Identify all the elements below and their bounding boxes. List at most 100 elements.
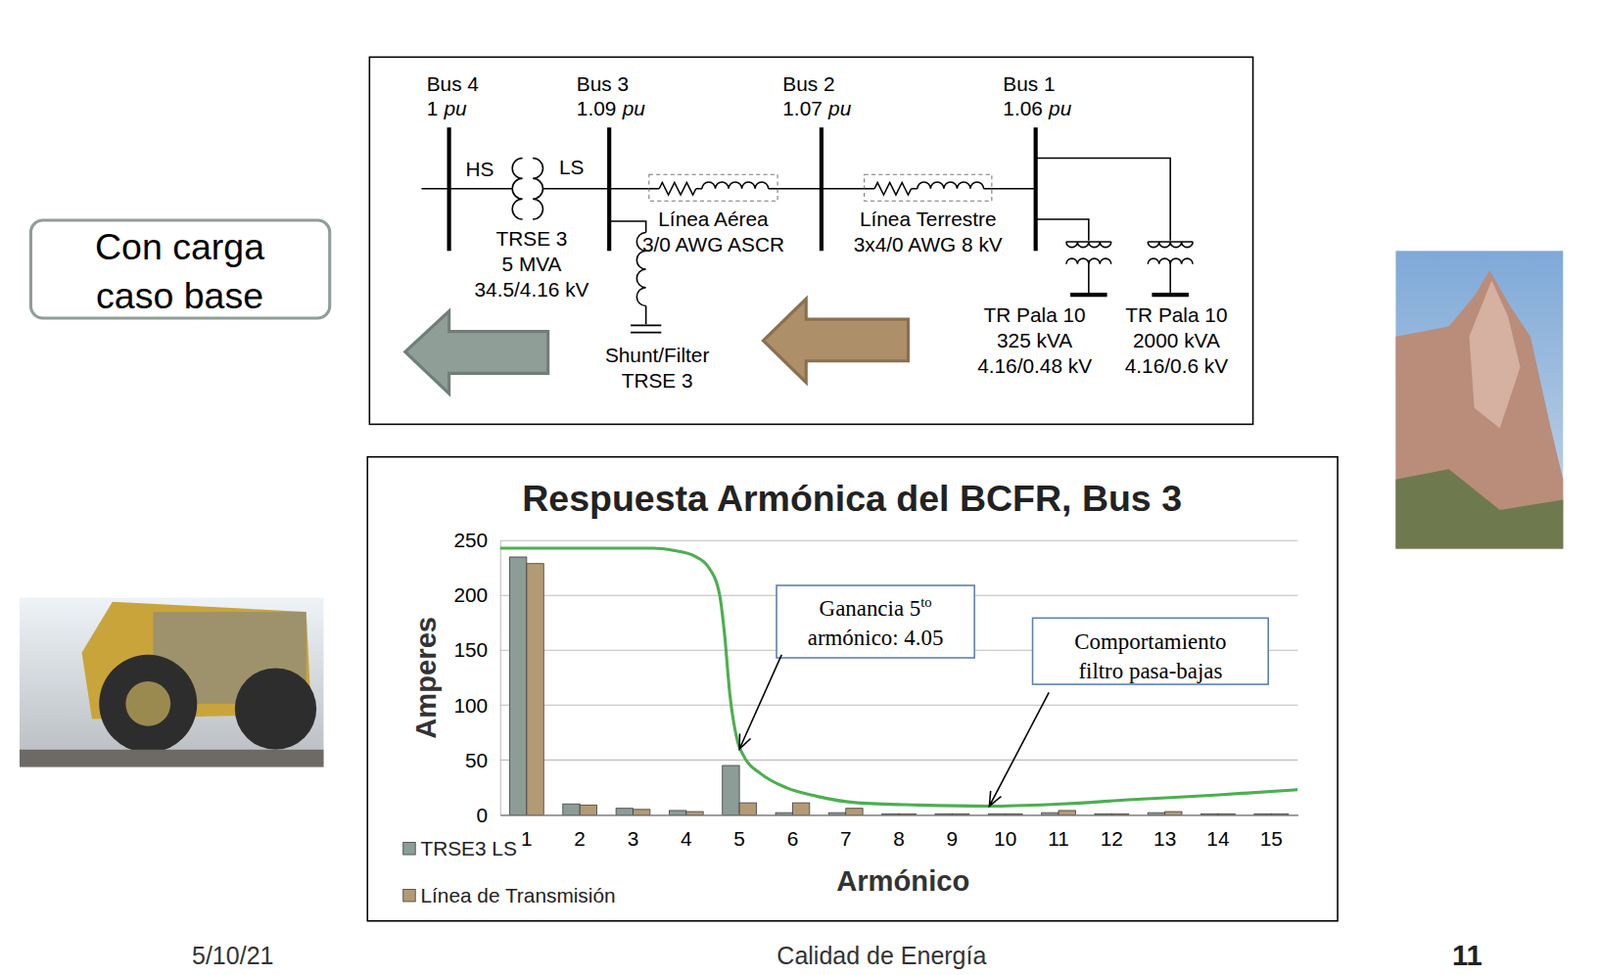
bar	[1058, 810, 1076, 815]
bar	[1254, 813, 1271, 815]
bus-voltage: 1.07pu	[782, 96, 851, 120]
label: TRSE 3	[621, 369, 694, 392]
label: 2000 kVA	[1132, 329, 1221, 352]
label: 34.5/4.16 kV	[474, 278, 590, 301]
transformer-coil	[512, 157, 522, 220]
y-tick-label: 50	[465, 749, 488, 772]
annotation-superscript: to	[920, 594, 932, 611]
case-label: Con cargacaso base	[30, 220, 330, 319]
diagram-frame	[369, 56, 1253, 424]
footer-page: 11	[1452, 940, 1483, 972]
grid-line	[500, 759, 1299, 761]
bar	[828, 812, 846, 815]
bar	[1094, 813, 1112, 815]
y-axis-title: Amperes	[410, 616, 442, 740]
bar	[898, 813, 916, 815]
wire	[911, 188, 918, 190]
label: 3/0 AWG ASCR	[642, 233, 785, 256]
label: TR Pala 10	[984, 303, 1086, 327]
x-tick: 4	[680, 814, 693, 849]
y-tick: 50	[465, 749, 501, 772]
bar	[1165, 811, 1182, 815]
label: 5 MVA	[502, 252, 563, 276]
y-tick-label: 200	[453, 583, 488, 607]
footer-date: 5/10/21	[191, 941, 274, 970]
bar	[1111, 813, 1129, 815]
photo-shape	[235, 667, 317, 750]
bus-voltage-unit: pu	[621, 96, 647, 120]
bus-voltage-value: 1.07	[782, 96, 823, 120]
annotation-text: Ganancia 5	[819, 596, 922, 621]
annotation-text: armónico: 4.05	[807, 625, 944, 651]
x-tick: 15	[1260, 814, 1283, 849]
x-tick-label: 3	[627, 827, 640, 850]
bar	[686, 811, 704, 815]
x-tick: 5	[733, 814, 746, 849]
wire	[609, 221, 647, 233]
x-axis: 123456789101112131415	[500, 814, 1299, 849]
y-tick: 0	[476, 803, 501, 827]
photo-shape	[1468, 281, 1520, 429]
label: TR Pala 10	[1125, 303, 1227, 327]
wire	[768, 188, 778, 190]
y-tick-label: 100	[453, 694, 488, 717]
photo-bg	[1395, 250, 1563, 549]
grid-line	[500, 540, 1299, 542]
wire	[1087, 260, 1090, 294]
bar	[988, 813, 1005, 815]
wire	[645, 306, 648, 326]
bus-voltage-value: 1.06	[1002, 96, 1043, 120]
slide: Con cargacaso base HSLSTRSE 35 MVA34.5/4.…	[0, 0, 1600, 975]
annotation-text: Comportamiento	[1074, 629, 1226, 655]
transformer-coil	[532, 157, 543, 220]
legend-swatch	[403, 843, 417, 856]
load-coil	[1147, 241, 1193, 248]
one-line-diagram: HSLSTRSE 35 MVA34.5/4.16 kVLínea Aérea3/…	[369, 56, 1253, 424]
label: TRSE 3	[496, 227, 568, 250]
inductor	[702, 182, 769, 189]
bar	[1005, 813, 1023, 815]
grid-line	[500, 705, 1299, 706]
annotation-box	[776, 585, 975, 659]
label: Con carga	[94, 226, 265, 268]
x-tick: 6	[787, 814, 800, 849]
annotation-text: filtro pasa-bajas	[1078, 658, 1223, 684]
bar	[1041, 812, 1059, 815]
bus	[819, 127, 824, 251]
case-label-box	[30, 220, 330, 319]
x-tick-label: 10	[993, 827, 1017, 850]
wire	[696, 188, 703, 190]
line-box	[864, 174, 992, 201]
line-box	[649, 174, 778, 201]
bar	[579, 804, 597, 815]
annotation-box	[1033, 617, 1270, 685]
annotation: Ganancia 5to armónico: 4.05	[739, 585, 975, 750]
bar	[668, 810, 686, 815]
x-tick: 1	[520, 814, 533, 849]
chart-frame	[367, 457, 1338, 922]
x-tick: 14	[1206, 814, 1229, 849]
x-tick-label: 14	[1206, 827, 1229, 850]
label: 3x4/0 AWG 8 kV	[853, 233, 1003, 256]
y-axis-line	[500, 541, 502, 816]
legend-label: Línea de Transmisión	[420, 884, 615, 907]
y-tick-label: 150	[453, 638, 488, 661]
wire	[864, 188, 875, 190]
photo-shape	[125, 681, 171, 727]
bar-series	[526, 564, 1289, 816]
load-coil	[1066, 241, 1112, 248]
bus-voltage: 1.09pu	[576, 96, 646, 120]
x-tick: 2	[573, 814, 586, 849]
bus-voltage-value: 1.09	[576, 96, 617, 120]
bus-voltage: 1.06pu	[1002, 96, 1072, 120]
annotation-text: filtro pasa-bajas	[1078, 658, 1223, 684]
annotation-text: armónico: 4.05	[807, 625, 944, 651]
wire	[649, 188, 659, 190]
x-tick: 3	[627, 814, 640, 849]
bus	[447, 127, 452, 251]
grid	[500, 540, 1299, 815]
flow-arrow	[405, 311, 549, 394]
x-tick-label: 7	[840, 827, 852, 850]
photo-shape	[98, 655, 197, 753]
bar	[563, 803, 580, 815]
